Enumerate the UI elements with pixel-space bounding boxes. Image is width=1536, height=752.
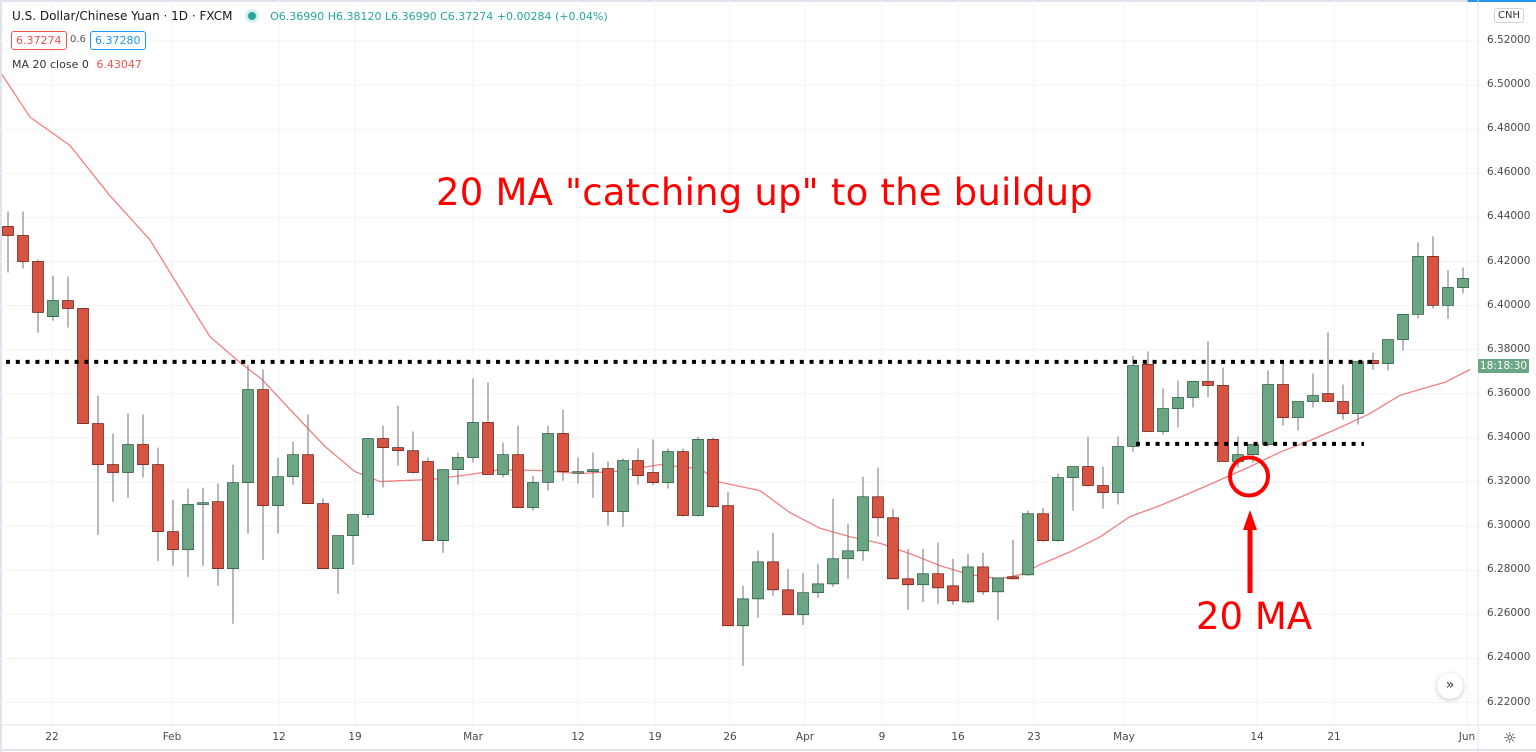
price-axis-label: 6.32000 [1487, 475, 1531, 487]
time-axis-label: 22 [45, 731, 59, 743]
time-axis-label: 12 [272, 731, 286, 743]
ma-indicator-label: MA 20 close 0 [12, 58, 89, 71]
time-axis-label: Mar [463, 731, 483, 743]
annotation-headline: 20 MA "catching up" to the buildup [436, 171, 1093, 214]
price-axis-label: 6.42000 [1487, 254, 1531, 267]
price-axis-label: 6.46000 [1487, 166, 1531, 179]
double-chevron-right-icon: » [1445, 677, 1455, 693]
buy-price-button[interactable]: 6.37280 [90, 31, 146, 50]
time-axis-label: 26 [723, 731, 737, 743]
ohlc-values: O6.36990 H6.38120 L6.36990 C6.37274 +0.0… [270, 10, 608, 23]
candlestick-series [2, 211, 1469, 666]
annotation-shapes [1228, 455, 1270, 593]
price-axis-label: 6.34000 [1487, 430, 1531, 443]
currency-badge[interactable]: CNH [1494, 8, 1524, 23]
spread-value: 0.6 [70, 34, 86, 45]
annotation-ma-label: 20 MA [1196, 595, 1313, 638]
time-axis-label: Jun [1458, 731, 1476, 743]
time-axis-label: 9 [878, 731, 886, 743]
time-axis-label: 23 [1027, 731, 1041, 743]
price-axis-label: 6.52000 [1487, 34, 1531, 46]
scroll-to-realtime-button[interactable]: » [1437, 673, 1463, 699]
ma-indicator-value: 6.43047 [96, 58, 142, 71]
symbol-legend[interactable]: U.S. Dollar/Chinese Yuan · 1D · FXCM O6.… [12, 9, 608, 23]
price-axis-label: 6.48000 [1487, 122, 1531, 135]
price-axis-label: 6.28000 [1487, 563, 1531, 576]
time-axis-label: 14 [1250, 731, 1264, 743]
price-axis-label: 6.50000 [1487, 78, 1531, 91]
time-axis-label: 19 [648, 731, 662, 743]
ma-indicator-legend[interactable]: MA 20 close 0 6.43047 [12, 58, 142, 71]
price-axis-label: 6.38000 [1487, 342, 1531, 355]
level-lines [6, 359, 1372, 446]
time-axis-label: Feb [162, 731, 182, 743]
top-border [0, 0, 1536, 2]
symbol-title: U.S. Dollar/Chinese Yuan · 1D · FXCM [12, 9, 233, 23]
price-axis-label: 6.40000 [1487, 298, 1531, 311]
time-axis-label: 16 [951, 731, 965, 743]
chart-settings-gear-icon[interactable]: ☼ [1503, 729, 1517, 747]
time-axis-label: 21 [1327, 731, 1341, 743]
market-status-dot-icon [248, 12, 257, 20]
time-axis-label: May [1113, 731, 1135, 743]
price-axis-label: 6.22000 [1487, 695, 1531, 708]
time-axis-label: 12 [571, 731, 585, 743]
time-axis-label: Apr [795, 731, 815, 743]
sell-price-button[interactable]: 6.37274 [11, 31, 67, 50]
top-border-accent [1467, 0, 1536, 2]
moving-average-line [1, 74, 1471, 580]
left-border [0, 0, 2, 752]
price-axis-label: 6.26000 [1487, 607, 1531, 620]
price-axis-label: 6.30000 [1487, 519, 1531, 532]
bar-countdown-badge: 18:18:30 [1478, 359, 1529, 373]
price-axis-label: 6.24000 [1487, 651, 1531, 664]
price-axis-label: 6.36000 [1487, 386, 1531, 399]
time-axis-label: 19 [348, 731, 362, 743]
price-axis-label: 6.44000 [1487, 210, 1531, 223]
